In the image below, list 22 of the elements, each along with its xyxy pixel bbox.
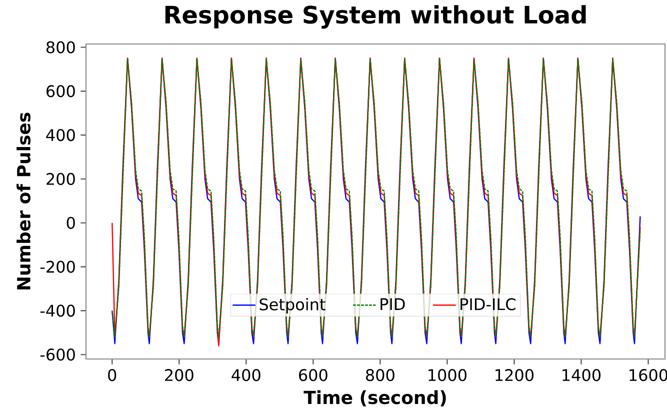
y-tick-label: 800 [46,41,75,54]
x-tick-label: 1400 [562,369,601,382]
x-axis-title: Time (second) [304,390,446,406]
y-tick-label: 600 [46,85,75,98]
y-tick-label: -600 [40,348,75,361]
legend-label: Setpoint [260,298,326,314]
legend-label: PID [380,298,405,310]
y-tick-label: 400 [46,129,75,142]
y-tick-label: -200 [40,260,75,273]
legend-label: PID-ILC [460,298,516,310]
chart-title: Response System without Load [165,5,586,29]
x-tick-label: 1000 [428,369,466,382]
x-tick-label: 400 [232,369,260,382]
x-tick-label: 1200 [496,369,534,382]
y-axis-title: Number of Pulses [16,112,30,290]
y-tick-label: -400 [40,304,75,317]
x-tick-label: 0 [108,369,116,382]
y-tick-label: 200 [46,172,75,186]
y-tick-label: 0 [66,216,75,229]
x-tick-label: 200 [165,369,194,382]
x-tick-label: 800 [366,369,394,382]
x-tick-label: 600 [299,369,328,382]
